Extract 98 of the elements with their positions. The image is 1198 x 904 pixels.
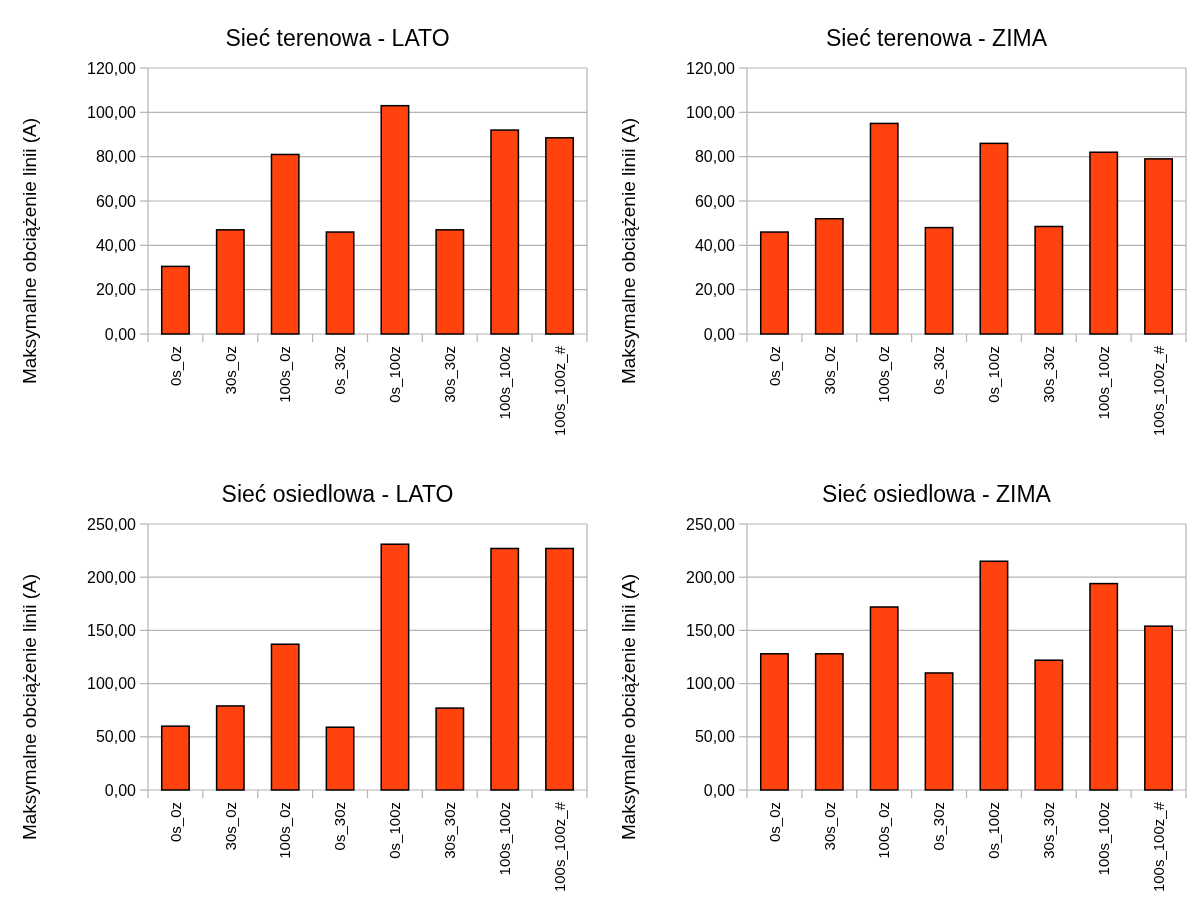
- x-tick-label: 100s_100z: [495, 346, 513, 420]
- y-tick-label: 200,00: [686, 568, 736, 586]
- x-tick-label: 100s_100z_#: [1149, 801, 1167, 893]
- chart-title: Sieć osiedlowa - LATO: [221, 481, 454, 507]
- y-tick-label: 0,00: [703, 781, 736, 799]
- x-tick-label: 100s_100z: [1094, 346, 1112, 420]
- x-tick-label: 0s_100z: [386, 346, 404, 403]
- bar: [160, 725, 190, 791]
- bar: [215, 705, 245, 791]
- y-tick-label: 100,00: [87, 103, 137, 121]
- chart-title: Sieć terenowa - ZIMA: [825, 25, 1048, 51]
- x-tick-label: 30s_0z: [221, 346, 239, 395]
- bar: [325, 231, 355, 335]
- bar: [270, 153, 300, 335]
- x-tick-label: 30s_30z: [1040, 802, 1058, 859]
- x-tick-label: 100s_100z_#: [550, 345, 568, 437]
- x-tick-label: 0s_100z: [386, 802, 404, 859]
- bar: [435, 707, 465, 791]
- y-tick-label: 20,00: [694, 281, 736, 299]
- y-tick-label: 50,00: [694, 728, 736, 746]
- bar: [545, 547, 575, 791]
- y-tick-label: 150,00: [686, 622, 736, 639]
- x-tick-label: 100s_0z: [875, 346, 893, 403]
- y-axis-title: Maksymalne obciążenie linii (A): [19, 117, 40, 385]
- bar: [814, 217, 844, 335]
- x-tick-label: 100s_0z: [875, 802, 893, 859]
- y-tick-label: 120,00: [686, 59, 736, 77]
- bar: [1034, 659, 1064, 791]
- y-axis-title: Maksymalne obciążenie linii (A): [618, 117, 639, 385]
- y-tick-label: 250,00: [686, 515, 736, 533]
- x-tick-label: 30s_30z: [441, 346, 459, 403]
- bar: [1144, 158, 1174, 335]
- bar: [814, 653, 844, 791]
- y-tick-label: 250,00: [87, 515, 137, 533]
- y-tick-label: 80,00: [694, 148, 736, 166]
- bar: [1089, 151, 1119, 335]
- x-tick-label: 100s_100z: [495, 802, 513, 876]
- y-tick-label: 40,00: [95, 236, 137, 254]
- y-tick-label: 60,00: [95, 192, 137, 210]
- x-tick-label: 0s_0z: [765, 346, 783, 387]
- bar: [380, 543, 410, 791]
- bar: [924, 672, 954, 791]
- bar: [270, 643, 300, 791]
- x-tick-label: 0s_30z: [331, 346, 349, 395]
- bar: [160, 265, 190, 335]
- y-tick-label: 150,00: [87, 622, 137, 639]
- y-axis-title: Maksymalne obciążenie linii (A): [19, 573, 40, 841]
- bar: [1144, 625, 1174, 791]
- x-tick-label: 0s_100z: [985, 346, 1003, 403]
- x-tick-label: 0s_30z: [930, 346, 948, 395]
- bar: [979, 560, 1009, 791]
- x-tick-label: 30s_0z: [820, 346, 838, 395]
- x-tick-label: 0s_30z: [930, 802, 948, 851]
- bar: [490, 129, 520, 335]
- y-tick-label: 0,00: [104, 781, 137, 799]
- bar: [759, 231, 789, 335]
- y-tick-label: 100,00: [87, 675, 137, 693]
- x-tick-label: 0s_0z: [166, 346, 184, 387]
- y-tick-label: 100,00: [686, 103, 736, 121]
- x-tick-label: 30s_0z: [820, 802, 838, 851]
- x-tick-label: 100s_100z: [1094, 802, 1112, 876]
- y-tick-label: 0,00: [104, 325, 137, 343]
- x-tick-label: 30s_0z: [221, 802, 239, 851]
- y-tick-label: 0,00: [703, 325, 736, 343]
- y-tick-label: 20,00: [95, 281, 137, 299]
- bar: [435, 229, 465, 335]
- y-tick-label: 40,00: [694, 236, 736, 254]
- bar: [1034, 225, 1064, 335]
- y-axis-title: Maksymalne obciążenie linii (A): [618, 573, 639, 841]
- bar: [380, 104, 410, 335]
- bar: [869, 122, 899, 335]
- chart-title: Sieć terenowa - LATO: [225, 25, 450, 51]
- bar: [490, 547, 520, 791]
- x-tick-label: 0s_0z: [166, 802, 184, 843]
- bar: [869, 606, 899, 791]
- y-tick-label: 50,00: [95, 728, 137, 746]
- bar: [545, 137, 575, 335]
- y-tick-label: 120,00: [87, 59, 137, 77]
- chart-title: Sieć osiedlowa - ZIMA: [822, 481, 1052, 507]
- x-tick-label: 100s_0z: [276, 802, 294, 859]
- x-tick-label: 100s_0z: [276, 346, 294, 403]
- x-tick-label: 30s_30z: [1040, 346, 1058, 403]
- y-tick-label: 200,00: [87, 568, 137, 586]
- x-tick-label: 30s_30z: [441, 802, 459, 859]
- y-tick-label: 100,00: [686, 675, 736, 693]
- x-tick-label: 100s_100z_#: [1149, 345, 1167, 437]
- bar: [325, 726, 355, 791]
- x-tick-label: 0s_0z: [765, 802, 783, 843]
- y-tick-label: 80,00: [95, 148, 137, 166]
- bar: [215, 229, 245, 335]
- bar: [979, 142, 1009, 335]
- bar: [924, 226, 954, 335]
- x-tick-label: 0s_30z: [331, 802, 349, 851]
- y-tick-label: 60,00: [694, 192, 736, 210]
- x-tick-label: 0s_100z: [985, 802, 1003, 859]
- bar: [1089, 582, 1119, 791]
- bar: [759, 653, 789, 791]
- x-tick-label: 100s_100z_#: [550, 801, 568, 893]
